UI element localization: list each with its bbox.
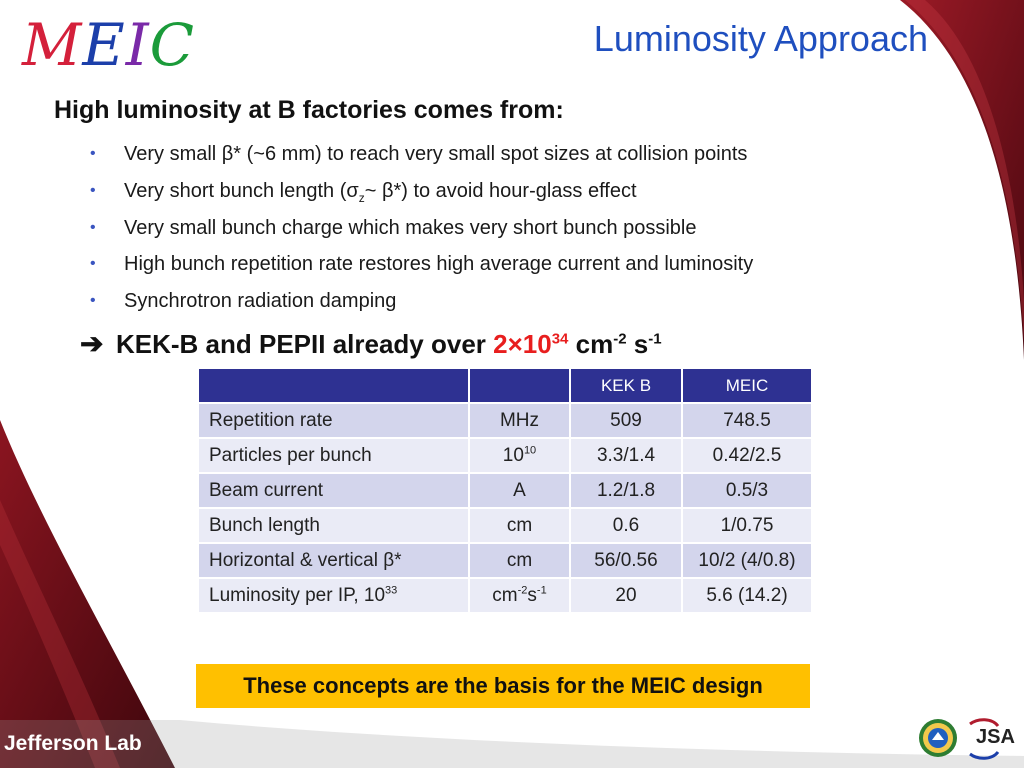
bullet-dot-icon: •: [90, 255, 96, 273]
bullet-item: • High bunch repetition rate restores hi…: [90, 250, 753, 287]
bullet-text: High bunch repetition rate restores high…: [124, 253, 754, 276]
doe-seal-icon: [919, 719, 957, 757]
row-unit: A: [468, 472, 571, 509]
bottom-left-swoosh: [0, 420, 175, 768]
logo-letter-m: M: [22, 11, 83, 79]
logo-letter-e: E: [82, 11, 126, 79]
bullet-list: • Very small β* (~6 mm) to reach very sm…: [90, 140, 753, 324]
unit-cm-exponent: -2: [613, 330, 627, 348]
luminosity-exponent: 34: [551, 330, 569, 348]
table-header-row: KEK B MEIC: [197, 367, 813, 404]
header-kekb: KEK B: [569, 367, 683, 404]
row-meic: 1/0.75: [681, 507, 813, 544]
bullet-text-end: ~ β*) to avoid hour-glass effect: [364, 179, 637, 202]
row-unit: cm-2s-1: [468, 577, 571, 614]
table-row: Beam current A 1.2/1.8 0.5/3: [197, 472, 813, 509]
header-unit: [468, 367, 571, 404]
logo-letter-i: I: [125, 11, 150, 79]
row-kekb: 509: [569, 402, 683, 439]
bullet-item: • Synchrotron radiation damping: [90, 287, 753, 324]
row-kekb: 3.3/1.4: [569, 437, 683, 474]
comparison-table: KEK B MEIC Repetition rate MHz 509 748.5…: [197, 367, 813, 614]
table-row: Particles per bunch 1010 3.3/1.4 0.42/2.…: [197, 437, 813, 474]
bullet-text: Synchrotron radiation damping: [124, 290, 397, 313]
row-unit: cm: [468, 542, 571, 579]
bullet-item: • Very small bunch charge which makes ve…: [90, 214, 753, 251]
jsa-logo-text: JSA: [976, 726, 1015, 748]
unit-s-exponent: -1: [648, 330, 662, 348]
row-label: Particles per bunch: [197, 437, 470, 474]
row-unit: 1010: [468, 437, 571, 474]
jsa-swoosh-icon: [969, 718, 1000, 760]
jsa-logo: JSA: [964, 716, 1020, 762]
header-meic: MEIC: [681, 367, 813, 404]
bottom-footer-band: [0, 720, 1024, 768]
unit-base: 10: [502, 444, 524, 466]
bullet-dot-icon: •: [90, 292, 96, 310]
conclusion-note: These concepts are the basis for the MEI…: [196, 664, 810, 708]
row-label: Horizontal & vertical β*: [197, 542, 470, 579]
table-row: Repetition rate MHz 509 748.5: [197, 402, 813, 439]
row-kekb: 20: [569, 577, 683, 614]
right-arrow-icon: ➔: [80, 328, 104, 359]
row-label: Bunch length: [197, 507, 470, 544]
row-meic: 0.42/2.5: [681, 437, 813, 474]
unit-s-exponent: -1: [536, 584, 547, 597]
table-row: Bunch length cm 0.6 1/0.75: [197, 507, 813, 544]
unit-s: s: [527, 584, 537, 606]
header-parameter: [197, 367, 470, 404]
unit-cm: cm: [492, 584, 518, 606]
row-kekb: 0.6: [569, 507, 683, 544]
row-label: Luminosity per IP, 1033: [197, 577, 470, 614]
luminosity-mantissa: 2×10: [493, 329, 552, 359]
row-meic: 0.5/3: [681, 472, 813, 509]
bottom-left-swoosh-light: [0, 500, 120, 768]
unit-s: s: [626, 329, 649, 359]
bullet-dot-icon: •: [90, 145, 96, 162]
meic-logo: MEIC: [22, 16, 195, 74]
label-exponent: 33: [385, 584, 398, 597]
bullet-subscript: z: [358, 190, 365, 205]
bullet-text: Very small bunch charge which makes very…: [124, 216, 697, 239]
unit-cm: cm: [568, 329, 614, 359]
luminosity-value: 2×1034: [493, 329, 568, 359]
unit-cm-exponent: -2: [517, 584, 528, 597]
bullet-item: • Very small β* (~6 mm) to reach very sm…: [90, 140, 753, 177]
logo-letter-c: C: [149, 11, 196, 79]
row-kekb: 56/0.56: [569, 542, 683, 579]
bullet-dot-icon: •: [90, 218, 96, 236]
bullet-dot-icon: •: [90, 181, 96, 199]
row-unit: MHz: [468, 402, 571, 439]
row-kekb: 1.2/1.8: [569, 472, 683, 509]
row-label: Repetition rate: [197, 402, 470, 439]
row-meic: 5.6 (14.2): [681, 577, 813, 614]
jefferson-lab-logo: Jefferson Lab: [4, 732, 142, 755]
callout-text: KEK-B and PEPII already over: [116, 329, 494, 359]
bullet-text-start: Very short bunch length (σ: [124, 179, 359, 202]
bullet-item: • Very short bunch length (σz~ β*) to av…: [90, 177, 753, 214]
unit-exponent: 10: [523, 444, 537, 457]
table-row: Luminosity per IP, 1033 cm-2s-1 20 5.6 (…: [197, 577, 813, 614]
section-heading: High luminosity at B factories comes fro…: [54, 96, 564, 124]
row-meic: 748.5: [681, 402, 813, 439]
row-unit: cm: [468, 507, 571, 544]
row-label: Beam current: [197, 472, 470, 509]
row-meic: 10/2 (4/0.8): [681, 542, 813, 579]
table-row: Horizontal & vertical β* cm 56/0.56 10/2…: [197, 542, 813, 579]
luminosity-callout: ➔ KEK-B and PEPII already over 2×1034 cm-…: [80, 327, 662, 360]
label-base: Luminosity per IP, 10: [209, 584, 386, 606]
slide-title: Luminosity Approach: [593, 18, 928, 59]
bullet-text: Very small β* (~6 mm) to reach very smal…: [124, 143, 748, 165]
top-right-swoosh: [900, 0, 1024, 360]
top-right-swoosh-highlight: [905, 0, 1024, 340]
